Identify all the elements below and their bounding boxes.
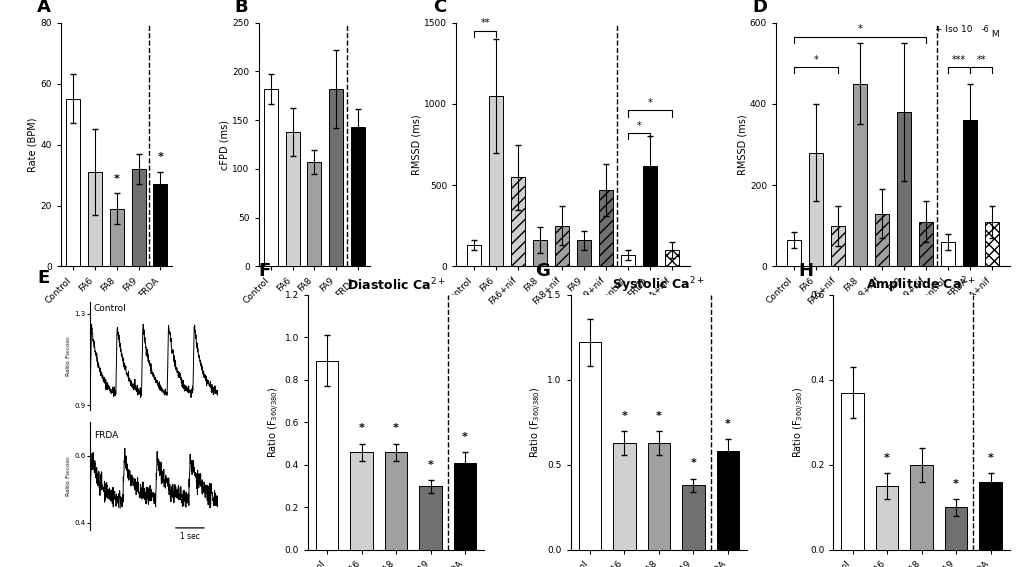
Bar [453,463,476,550]
Text: D: D [752,0,767,16]
Bar [682,485,704,550]
Bar [316,361,338,550]
Text: *: * [462,432,468,442]
Bar [664,250,679,266]
Text: *: * [813,55,817,65]
Bar [940,242,954,266]
Bar [419,486,441,550]
Bar [786,240,800,266]
Text: *: * [883,453,890,463]
Bar [716,451,739,550]
Bar [577,240,591,266]
Text: B: B [234,0,248,16]
Bar [351,452,373,550]
Bar [909,465,931,550]
Title: Diastolic Ca$^{2+}$: Diastolic Ca$^{2+}$ [346,277,445,294]
Bar [642,166,656,266]
Bar [598,190,612,266]
Text: *: * [647,98,652,108]
Text: *: * [392,424,398,433]
Text: *: * [986,453,993,463]
Bar [896,112,910,266]
Bar [467,246,481,266]
Bar [841,392,863,550]
Bar [612,443,635,550]
Text: H: H [797,262,812,280]
Text: *: * [636,121,641,131]
Bar [944,507,966,550]
Bar [554,226,569,266]
Text: *: * [157,153,163,162]
Text: *: * [655,411,661,421]
Text: *: * [690,458,696,468]
Y-axis label: Ratio (F$_{360/380}$): Ratio (F$_{360/380}$) [529,387,544,458]
Text: + Iso 10: + Iso 10 [934,25,971,34]
Bar [918,222,932,266]
Y-axis label: Ratio (F$_{360/380}$): Ratio (F$_{360/380}$) [266,387,281,458]
Text: *: * [427,460,433,469]
Bar [110,209,123,266]
Bar [962,120,976,266]
Y-axis label: RMSSD (ms): RMSSD (ms) [737,115,746,175]
Bar [66,99,81,266]
Bar [264,89,277,266]
Text: *: * [621,411,627,421]
Text: -6: -6 [981,25,988,34]
Bar [875,486,898,550]
Text: *: * [952,479,958,489]
Bar [647,443,669,550]
Y-axis label: Rate (BPM): Rate (BPM) [28,117,38,172]
Text: *: * [359,424,364,433]
Text: *: * [857,24,861,35]
Bar [621,255,635,266]
Bar [978,482,1001,550]
Y-axis label: RMSSD (ms): RMSSD (ms) [411,115,421,175]
Bar [329,89,342,266]
Bar [384,452,407,550]
Text: G: G [535,262,549,280]
Title: Amplitude Ca$^{2+}$: Amplitude Ca$^{2+}$ [865,275,976,295]
Text: M: M [987,30,999,39]
Bar [488,96,502,266]
Bar [829,226,845,266]
Bar [852,84,866,266]
Bar [578,342,600,550]
Text: C: C [432,0,445,16]
Y-axis label: Ratio (F$_{360/380}$): Ratio (F$_{360/380}$) [792,387,806,458]
Bar [984,222,999,266]
Bar [532,240,546,266]
Text: **: ** [480,18,489,28]
Text: *: * [114,174,119,184]
Text: A: A [37,0,51,16]
Bar [307,162,321,266]
Bar [351,127,365,266]
Text: ***: *** [951,55,965,65]
Bar [511,177,525,266]
Text: E: E [37,269,49,287]
Bar [153,184,167,266]
Bar [131,169,146,266]
Bar [285,132,300,266]
Bar [88,172,102,266]
Text: F: F [258,262,270,280]
Y-axis label: cFPD (ms): cFPD (ms) [219,120,229,170]
Text: *: * [725,419,730,429]
Bar [808,153,822,266]
Title: Systolic Ca$^{2+}$: Systolic Ca$^{2+}$ [611,275,704,295]
Bar [874,214,889,266]
Text: **: ** [975,55,984,65]
